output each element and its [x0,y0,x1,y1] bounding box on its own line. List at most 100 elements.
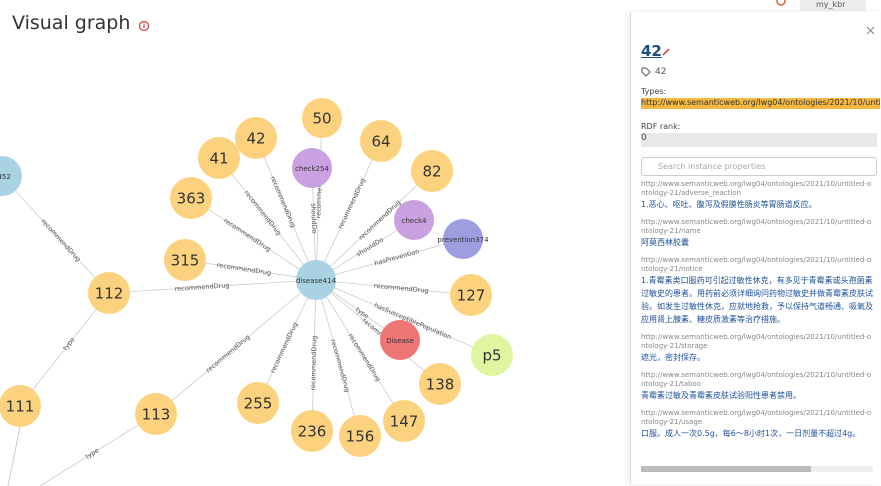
rank-value: 0 [641,133,877,147]
graph-node[interactable]: 111 [0,385,41,427]
graph-node[interactable]: p5 [471,334,513,376]
property-uri[interactable]: http://www.semanticweb.org/lwg04/ontolog… [641,333,872,350]
node-circle [164,239,206,281]
edge [255,137,317,281]
graph-node[interactable]: e452 [0,156,22,196]
property-value: 1.恶心、呕吐、腹泻及假膜性肠炎等胃肠道反应。 [641,200,817,209]
edge-label: type [61,336,76,352]
panel-title[interactable]: 42 [641,42,662,60]
property-value: 青霉素过敏及青霉素皮肤试验阳性患者禁用。 [641,391,801,400]
node-label: check4 [402,217,427,225]
edge [315,117,323,281]
node-label: 147 [390,413,419,431]
property-uri[interactable]: http://www.semanticweb.org/lwg04/ontolog… [641,218,872,235]
edge-label: type [84,446,101,460]
edge [190,197,317,281]
graph-node[interactable]: 236 [291,410,333,452]
type-value[interactable]: http://www.semanticweb.org/lwg04/ontolog… [641,98,880,109]
node-circle [170,177,212,219]
types-label: Types: [641,87,667,96]
page-title: Visual graph [12,12,131,34]
graph-node[interactable]: 113 [135,393,177,435]
edge [39,413,157,486]
scrollbar[interactable] [641,466,873,472]
graph-node[interactable]: 255 [237,382,279,424]
node-label: 127 [457,287,486,305]
property-uri[interactable]: http://www.semanticweb.org/lwg04/ontolog… [641,409,872,426]
graph-node[interactable]: 156 [339,415,381,457]
node-circle [450,274,492,316]
graph-node[interactable]: 42 [235,117,277,159]
edge [315,279,405,422]
node-circle [0,385,41,427]
node-circle [292,148,332,188]
node-label: 111 [6,398,35,416]
property-uri[interactable]: http://www.semanticweb.org/lwg04/ontolog… [641,256,872,273]
edge [315,279,361,437]
edge [1,175,110,294]
property-uri[interactable]: http://www.semanticweb.org/lwg04/ontolog… [641,180,872,197]
edge [315,140,382,281]
graph-node[interactable]: check4 [394,200,434,240]
graph-node[interactable]: 315 [164,239,206,281]
edge [315,170,433,281]
edit-icon[interactable] [661,47,671,57]
node-label: 50 [312,110,331,128]
node-circle [237,382,279,424]
graph-node[interactable]: 363 [170,177,212,219]
graph-node[interactable]: 138 [419,363,461,405]
edge-label: recommendDrug [336,177,367,230]
property-uri[interactable]: http://www.semanticweb.org/lwg04/ontolog… [641,371,872,388]
graph-node[interactable]: check254 [292,148,332,188]
edge-label: recommendDrug [204,333,251,374]
edge-label: shouldDo [309,203,318,234]
info-icon[interactable] [138,20,150,32]
tab[interactable]: my_kbr [800,0,866,11]
edge [218,157,317,281]
graph-node[interactable]: 41 [198,137,240,179]
node-label: 42 [246,130,265,148]
node-label: check254 [295,165,329,173]
node-label: e452 [0,173,11,181]
node-label: 64 [371,133,390,151]
edge [315,238,464,281]
graph-node[interactable]: prevention374 [437,219,489,259]
graph-node[interactable]: 147 [383,400,425,442]
close-button[interactable] [866,26,875,35]
edge [7,426,21,486]
search-input[interactable]: Search instance properties [641,157,877,176]
node-label: 315 [171,252,200,270]
edge-label: recommendDrug [174,281,229,292]
graph-node[interactable]: disease414 [296,260,337,300]
node-label: disease414 [296,277,336,285]
graph-node[interactable]: 50 [302,98,342,138]
edge [315,279,493,356]
node-label: 138 [426,376,455,394]
node-label: 255 [244,395,273,413]
node-label: 41 [209,150,228,168]
node-circle [88,272,130,314]
property-list: http://www.semanticweb.org/lwg04/ontolog… [641,180,875,447]
graph-node[interactable]: 82 [411,150,453,192]
search-icon[interactable] [775,0,789,8]
edge [315,279,472,296]
property-value: 遮光，密封保存。 [641,353,705,362]
graph-node[interactable]: Disease [380,320,420,360]
rank-label: RDF rank: [641,122,681,131]
edge-label: recommendDrug [216,261,272,277]
graph-canvas: recommendDrug recommendDrug recommendDrug r… [0,98,513,486]
graph-node[interactable]: 112 [88,272,130,314]
node-circle [198,137,240,179]
node-label: Disease [386,337,414,345]
node-circle [0,156,22,196]
edge-label: recommendDrug [269,321,300,374]
node-label: 112 [95,285,124,303]
edge-label: recommendDrug [314,163,324,218]
edge-label: recommendDrug [346,332,382,383]
property-value: 口服。成人一次0.5g，每6～8小时1次，一日剂量不超过4g。 [641,429,861,438]
graph-node[interactable]: 64 [360,120,402,162]
property-value: 阿莫西林胶囊 [641,238,689,247]
node-circle [291,410,333,452]
edge-label: recommendDrug [374,282,429,295]
graph-node[interactable]: 127 [450,274,492,316]
